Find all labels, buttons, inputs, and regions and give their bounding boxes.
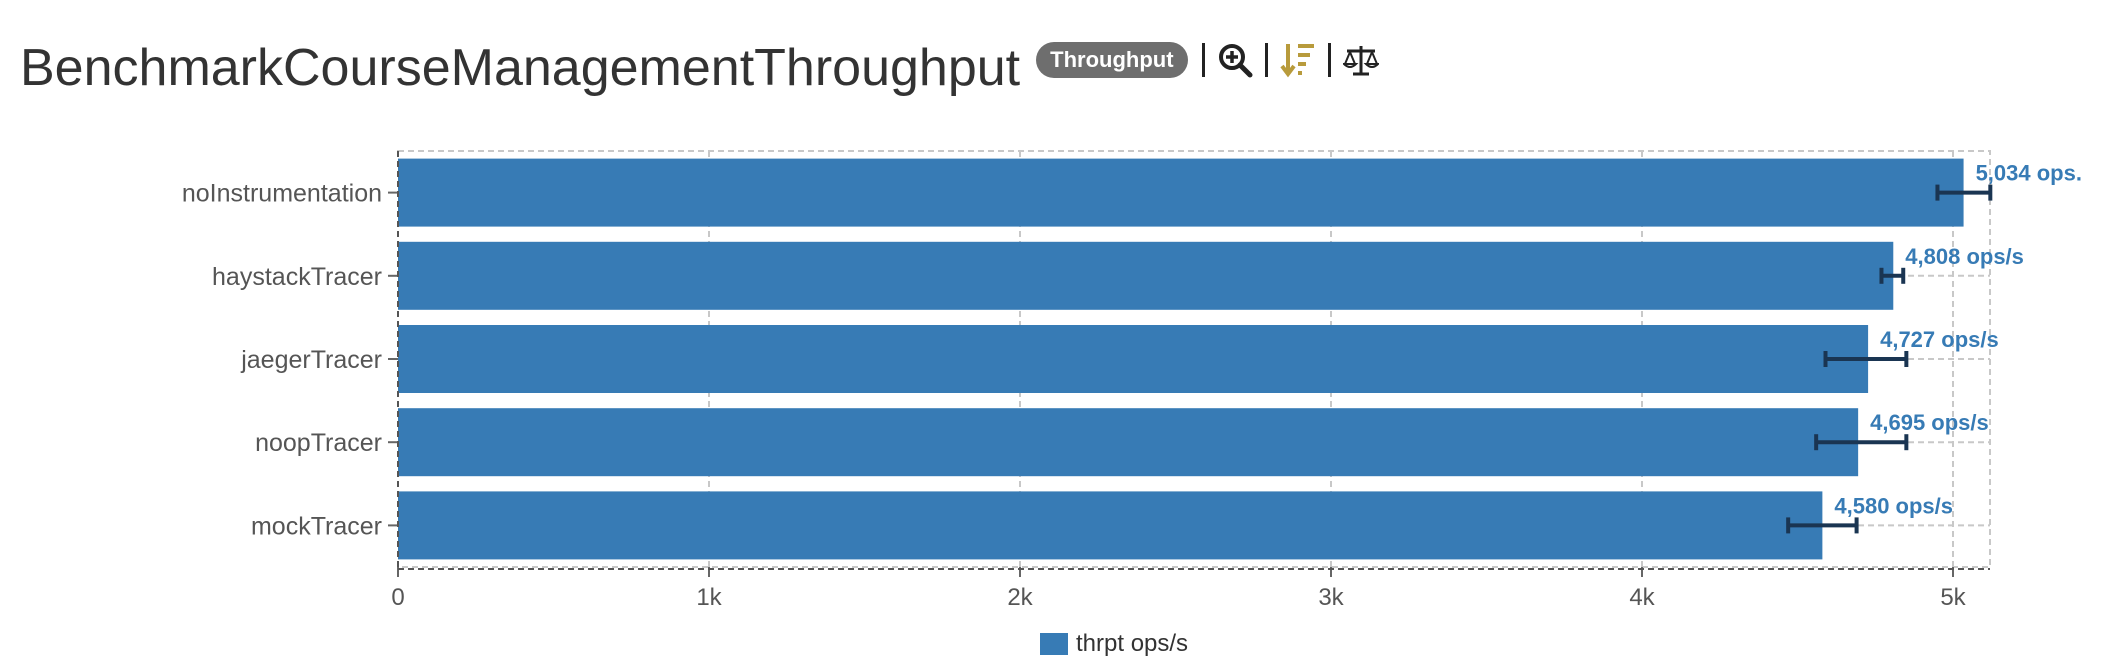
x-tick-label: 4k — [1629, 584, 1655, 611]
bar — [398, 325, 1869, 393]
chart-legend[interactable]: thrpt ops/s — [1040, 630, 1188, 658]
toolbar-divider — [1201, 43, 1205, 77]
bar — [398, 158, 1964, 227]
category-label: mockTracer — [251, 512, 382, 540]
value-label: 5,034 ops. — [1976, 161, 2082, 186]
toolbar-divider — [1264, 43, 1268, 77]
x-tick-label: 0 — [391, 584, 404, 611]
page-title: BenchmarkCourseManagementThroughput — [20, 39, 1021, 97]
value-label: 4,695 ops/s — [1870, 410, 1989, 435]
value-label: 4,727 ops/s — [1880, 327, 1999, 352]
value-label: 4,580 ops/s — [1834, 493, 1953, 518]
category-label: noopTracer — [255, 429, 382, 457]
category-label: jaegerTracer — [240, 346, 382, 374]
bar — [398, 408, 1859, 477]
x-tick-label: 1k — [696, 584, 722, 611]
sort-descending-icon[interactable] — [1279, 42, 1316, 78]
category-label: noInstrumentation — [182, 180, 382, 208]
x-tick-label: 5k — [1940, 584, 1966, 611]
bar — [398, 241, 1894, 310]
value-label: 4,808 ops/s — [1905, 244, 2024, 269]
x-tick-label: 3k — [1318, 584, 1344, 611]
toolbar-divider — [1327, 43, 1331, 77]
x-tick-label: 2k — [1007, 584, 1033, 611]
balance-scale-icon[interactable] — [1342, 42, 1379, 78]
mode-badge[interactable]: Throughput — [1036, 42, 1188, 78]
chart-header: BenchmarkCourseManagementThroughput Thro… — [20, 28, 1379, 108]
legend-swatch — [1040, 633, 1068, 655]
legend-label: thrpt ops/s — [1076, 630, 1189, 657]
zoom-in-icon[interactable] — [1217, 42, 1253, 78]
category-label: haystackTracer — [212, 263, 382, 291]
bar — [398, 491, 1823, 560]
